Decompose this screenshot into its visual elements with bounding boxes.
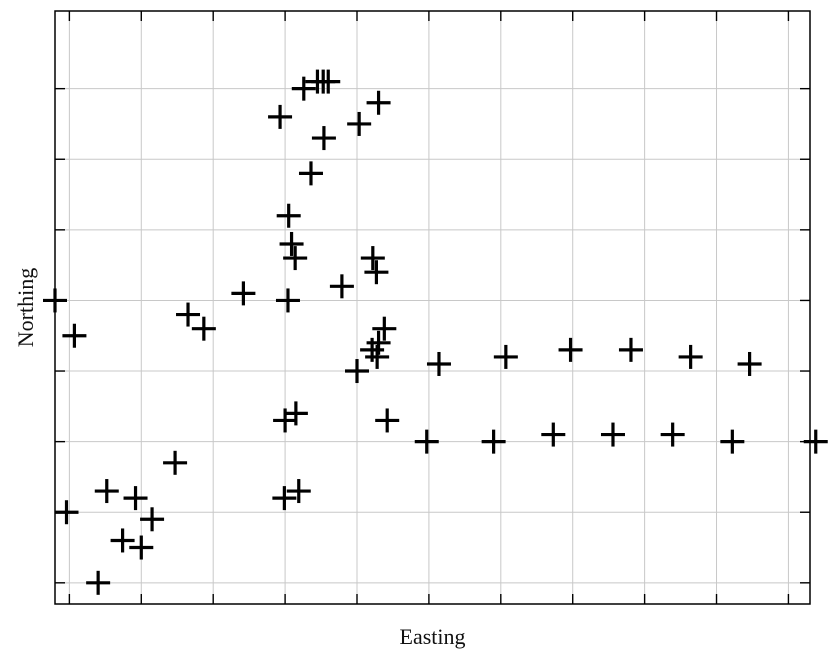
- data-point: [375, 408, 400, 433]
- data-point: [618, 337, 643, 362]
- data-point: [329, 274, 354, 299]
- data-point: [268, 104, 293, 129]
- data-point: [275, 288, 300, 313]
- data-point: [678, 344, 703, 369]
- marker-layer: [43, 69, 828, 595]
- data-point: [541, 422, 566, 447]
- data-point: [94, 479, 119, 504]
- data-point: [660, 422, 685, 447]
- data-point: [176, 302, 201, 327]
- data-point: [720, 429, 745, 454]
- data-point: [493, 344, 518, 369]
- data-point: [140, 507, 165, 532]
- y-axis-label: Northing: [13, 268, 38, 347]
- data-point: [347, 111, 372, 136]
- data-point: [163, 450, 188, 475]
- data-point: [316, 69, 341, 94]
- data-point: [298, 161, 323, 186]
- data-point: [291, 76, 316, 101]
- data-point: [272, 486, 297, 511]
- data-point: [311, 126, 336, 151]
- data-point: [345, 359, 369, 384]
- data-point: [110, 528, 135, 553]
- data-point: [279, 231, 304, 256]
- data-point: [191, 316, 216, 341]
- data-point: [86, 570, 111, 595]
- plot-frame: [54, 10, 811, 605]
- data-point: [360, 246, 385, 271]
- data-point: [283, 246, 308, 271]
- data-point: [600, 422, 625, 447]
- data-point: [364, 260, 389, 285]
- data-point: [372, 316, 397, 341]
- x-axis-label: Easting: [400, 624, 466, 649]
- data-point: [366, 90, 391, 115]
- data-point: [123, 486, 148, 511]
- data-point: [803, 429, 828, 454]
- data-point: [414, 429, 439, 454]
- data-point: [54, 500, 79, 525]
- tick-layer: [55, 11, 810, 604]
- data-point: [558, 337, 583, 362]
- data-point: [276, 203, 301, 228]
- data-point: [481, 429, 506, 454]
- data-point: [360, 337, 385, 362]
- data-point: [737, 351, 762, 376]
- data-point: [62, 323, 87, 348]
- data-point: [129, 535, 154, 560]
- data-point: [426, 351, 451, 376]
- grid-layer: [55, 11, 810, 604]
- data-point: [231, 281, 256, 306]
- data-point: [283, 401, 308, 426]
- data-point: [286, 479, 311, 504]
